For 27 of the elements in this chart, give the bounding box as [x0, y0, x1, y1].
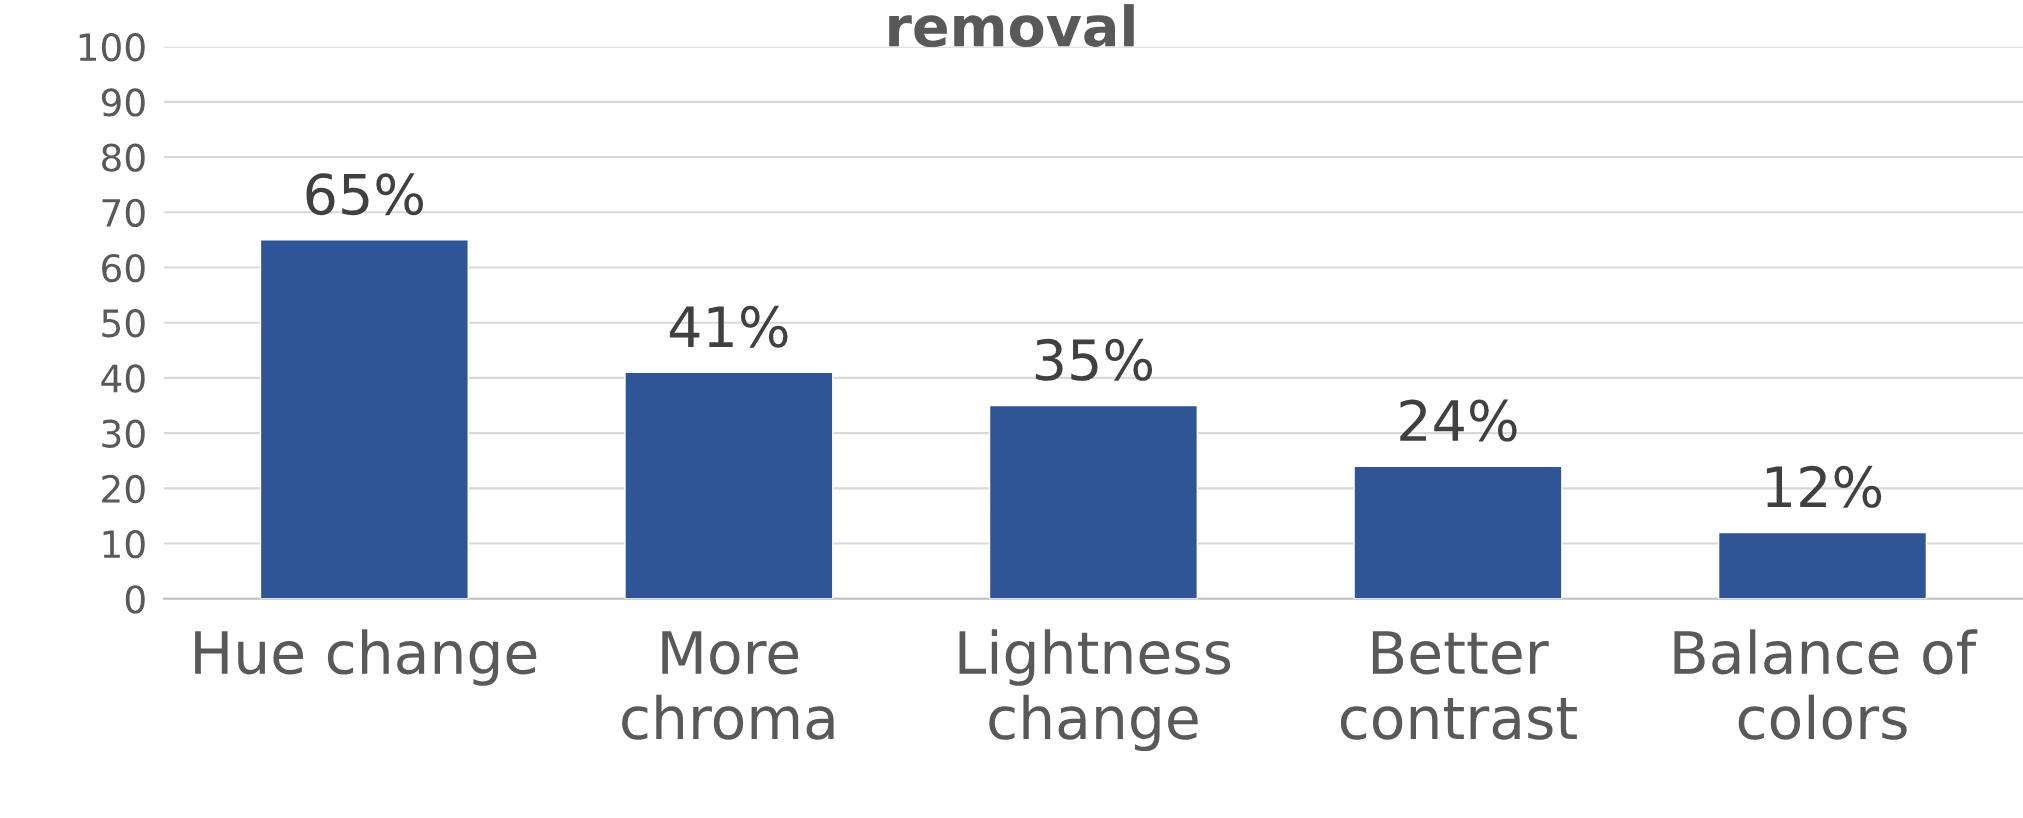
data-label: 35% [1035, 338, 1153, 381]
x-tick-label: Hue change [195, 629, 537, 686]
y-tick-label: 50 [102, 309, 145, 338]
x-tick-label: Better contrast [1340, 631, 1577, 740]
y-tick-label: 90 [101, 88, 145, 117]
y-tick-label: 0 [125, 585, 145, 614]
x-tick-label: Balance of colors [1674, 629, 1978, 740]
bar [988, 404, 1199, 599]
y-tick-label: 60 [102, 253, 145, 283]
y-tick-label: 70 [102, 198, 145, 228]
data-label: 24% [1400, 399, 1517, 442]
chart-title: removal [889, 4, 1134, 48]
bar [624, 371, 834, 599]
y-tick-label: 10 [103, 529, 145, 559]
y-tick-label: 20 [102, 474, 145, 504]
x-tick-label: More chroma [622, 631, 834, 740]
y-tick-label: 80 [102, 143, 145, 172]
data-label: 65% [306, 173, 424, 216]
data-label: 41% [669, 305, 788, 348]
x-tick-label: Lightness change [959, 629, 1231, 752]
y-tick-label: 30 [102, 419, 145, 448]
y-tick-label: 40 [101, 364, 145, 393]
data-label: 12% [1766, 465, 1882, 508]
bar [1717, 531, 1928, 599]
bar [259, 239, 469, 599]
bar [1353, 465, 1563, 599]
y-tick-label: 100 [79, 33, 145, 62]
